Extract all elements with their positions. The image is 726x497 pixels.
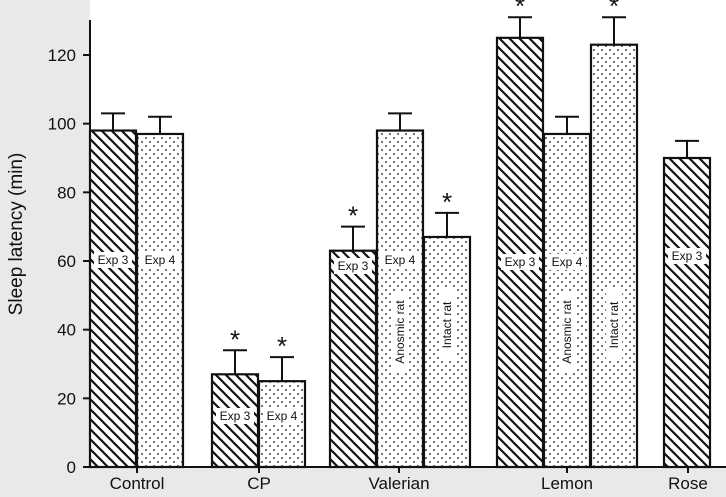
significance-star: *	[277, 331, 287, 361]
bar-label-bg	[141, 252, 179, 268]
x-tick-label: CP	[247, 474, 271, 492]
bar	[589, 43, 639, 469]
bar-sublabel: Intact rat	[440, 301, 454, 348]
bar-label-bg	[263, 408, 301, 424]
bar-label: Exp 4	[145, 253, 176, 267]
bar-label: Exp 3	[672, 249, 703, 263]
x-tick-label: Rose	[668, 474, 708, 492]
bar-label: Exp 3	[220, 409, 251, 423]
y-tick-label: 0	[67, 458, 76, 477]
bar-label: Exp 4	[552, 255, 583, 269]
bar-sublabel: Anosmic rat	[560, 300, 574, 364]
significance-star: *	[609, 0, 619, 21]
bar	[88, 129, 138, 469]
y-tick-label: 100	[48, 115, 76, 134]
bar	[257, 380, 307, 469]
bar-sublabel: Anosmic rat	[393, 300, 407, 364]
x-tick-label: Control	[110, 474, 165, 492]
bar-sublabel-bg	[439, 289, 455, 361]
significance-star: *	[230, 324, 240, 354]
bar-label-bg	[501, 254, 539, 270]
bar-label-bg	[216, 408, 254, 424]
x-tick-label: Valerian	[368, 474, 429, 492]
y-tick-label: 60	[57, 252, 76, 271]
bar-sublabel-bg	[606, 289, 622, 361]
y-tick-label: 40	[57, 321, 76, 340]
significance-star: *	[442, 187, 452, 217]
y-tick-label: 20	[57, 389, 76, 408]
bar-label-bg	[548, 254, 586, 270]
bar-label: Exp 3	[505, 255, 536, 269]
bar-label: Exp 4	[267, 409, 298, 423]
y-axis-title: Sleep latency (min)	[6, 153, 27, 316]
significance-star: *	[348, 201, 358, 231]
bar	[135, 132, 185, 469]
bar	[328, 249, 378, 469]
y-tick-label: 80	[57, 183, 76, 202]
bar-label-bg	[94, 252, 132, 268]
y-tick-label: 120	[48, 46, 76, 65]
bar-label-bg	[334, 258, 372, 274]
bar-sublabel: Intact rat	[607, 301, 621, 348]
bar	[662, 156, 712, 469]
bar-label: Exp 3	[98, 253, 129, 267]
bar-label: Exp 4	[385, 253, 416, 267]
bar-sublabel-bg	[392, 292, 408, 372]
bar-label: Exp 3	[338, 259, 369, 273]
bar	[495, 36, 545, 469]
x-tick-label: Lemon	[541, 474, 593, 492]
bar-sublabel-bg	[559, 292, 575, 372]
bar-label-bg	[668, 248, 706, 264]
significance-star: *	[515, 0, 525, 21]
bar-label-bg	[381, 252, 419, 268]
